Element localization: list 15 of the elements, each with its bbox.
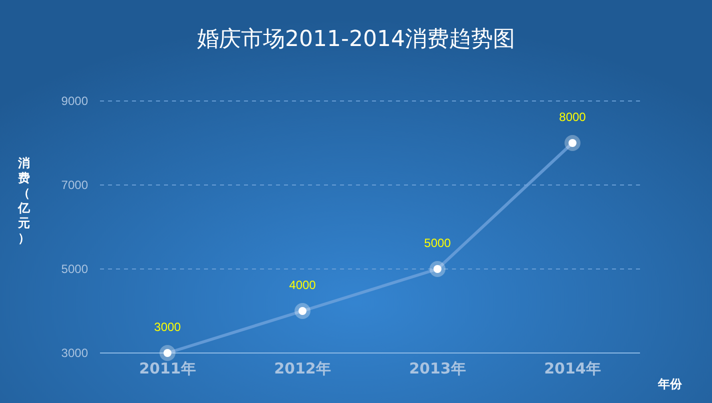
y-axis-title: 消费（亿元） — [17, 156, 31, 245]
y-tick-label: 9000 — [61, 94, 88, 108]
data-label: 4000 — [289, 278, 316, 292]
x-tick-label: 2013年 — [409, 360, 466, 378]
x-tick-label: 2014年 — [544, 360, 601, 378]
data-label: 3000 — [154, 320, 182, 334]
chart-title: 婚庆市场2011-2014消费趋势图 — [197, 27, 515, 52]
data-label: 8000 — [559, 110, 586, 124]
y-tick-label: 3000 — [61, 346, 88, 360]
x-tick-label: 2012年 — [274, 360, 331, 378]
x-axis-title: 年份 — [657, 377, 683, 391]
x-tick-label: 2011年 — [139, 360, 196, 378]
y-tick-label: 7000 — [61, 178, 88, 192]
data-label: 5000 — [424, 236, 452, 250]
y-tick-label: 5000 — [61, 262, 88, 276]
